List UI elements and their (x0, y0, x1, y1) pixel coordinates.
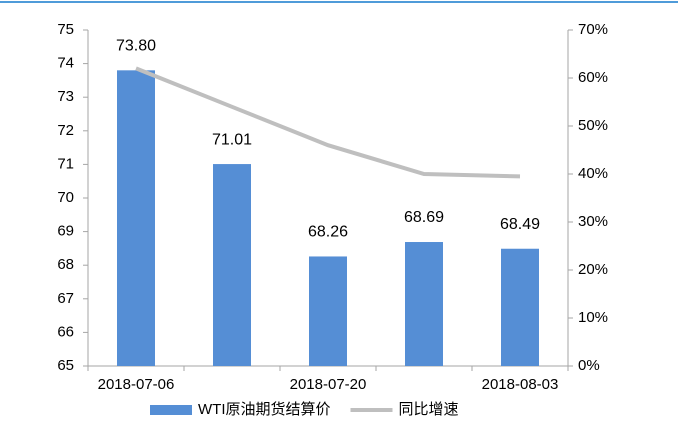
bar (405, 242, 443, 366)
y2-tick-label: 20% (578, 261, 608, 278)
data-label: 68.26 (308, 224, 348, 241)
y-tick-label: 74 (57, 55, 74, 72)
bar (117, 70, 155, 366)
y-tick-label: 69 (57, 223, 74, 240)
data-label: 68.49 (500, 216, 540, 233)
y-tick-label: 68 (57, 256, 74, 273)
bar (213, 164, 251, 366)
bar (309, 256, 347, 366)
y-tick-label: 67 (57, 290, 74, 307)
y2-tick-label: 30% (578, 213, 608, 230)
bar (501, 248, 539, 366)
y-tick-label: 66 (57, 323, 74, 340)
x-tick-label: 2018-07-06 (98, 376, 175, 393)
y2-tick-label: 60% (578, 69, 608, 86)
y-tick-label: 70 (57, 189, 74, 206)
legend-label: WTI原油期货结算价 (198, 400, 331, 418)
y2-tick-label: 50% (578, 117, 608, 134)
y-tick-label: 73 (57, 88, 74, 105)
y-tick-label: 65 (57, 357, 74, 374)
y-tick-label: 71 (57, 155, 74, 172)
legend-swatch (150, 405, 192, 415)
y2-tick-label: 40% (578, 165, 608, 182)
x-tick-label: 2018-08-03 (482, 376, 559, 393)
y2-tick-label: 70% (578, 21, 608, 38)
line (135, 66, 521, 179)
y-tick-label: 75 (57, 21, 74, 38)
y2-tick-label: 0% (578, 357, 600, 374)
y-tick-label: 72 (57, 122, 74, 139)
data-label: 68.69 (404, 209, 444, 226)
data-label: 71.01 (212, 131, 252, 148)
legend-label: 同比增速 (399, 401, 459, 418)
y2-tick-label: 10% (578, 309, 608, 326)
x-tick-label: 2018-07-20 (290, 376, 367, 393)
data-label: 73.80 (116, 38, 156, 55)
